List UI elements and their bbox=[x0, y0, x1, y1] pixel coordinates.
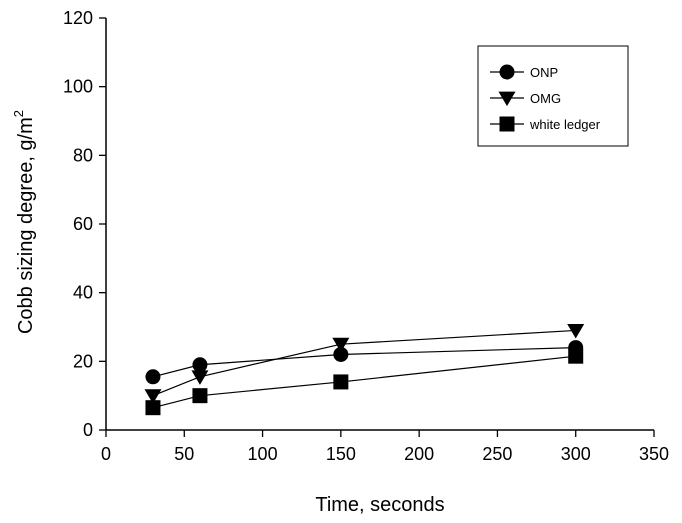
y-tick-label: 40 bbox=[73, 283, 93, 303]
legend-item-white-ledger: white ledger bbox=[490, 116, 601, 132]
x-axis-title: Time, seconds bbox=[315, 494, 444, 516]
x-tick-label: 100 bbox=[248, 444, 278, 464]
y-tick-label: 100 bbox=[63, 77, 93, 97]
data-point-white-ledger bbox=[568, 348, 584, 364]
data-point-onp bbox=[333, 346, 349, 362]
y-tick-label: 60 bbox=[73, 214, 93, 234]
x-tick-label: 200 bbox=[404, 444, 434, 464]
y-axis-title-main: Cobb sizing degree, g/m bbox=[15, 117, 37, 334]
y-axis-title: Cobb sizing degree, g/m2 bbox=[11, 110, 37, 334]
data-point-onp bbox=[192, 357, 208, 373]
legend-marker bbox=[499, 116, 515, 132]
data-point-white-ledger bbox=[145, 400, 161, 416]
series-line-omg bbox=[152, 329, 576, 397]
x-tick-label: 300 bbox=[561, 444, 591, 464]
y-tick-label: 120 bbox=[63, 8, 93, 28]
x-tick-label: 150 bbox=[326, 444, 356, 464]
legend-label: white ledger bbox=[529, 117, 601, 132]
data-point-onp bbox=[145, 369, 161, 385]
data-point-white-ledger bbox=[333, 374, 349, 390]
x-tick-label: 250 bbox=[482, 444, 512, 464]
y-tick-label: 20 bbox=[73, 351, 93, 371]
x-tick-label: 50 bbox=[174, 444, 194, 464]
data-point-omg bbox=[332, 337, 350, 353]
ticks: 0 50 100 150 200 250 300 350 0 20 40 60 80 100 120 bbox=[63, 8, 669, 464]
series-omg bbox=[144, 324, 585, 404]
legend: ONP OMG white ledger bbox=[477, 45, 629, 147]
data-point-omg bbox=[567, 324, 585, 339]
series-white-ledger bbox=[145, 348, 584, 416]
legend-label: OMG bbox=[530, 91, 561, 106]
y-tick-label: 80 bbox=[73, 145, 93, 165]
series-line-onp bbox=[152, 347, 576, 378]
x-tick-label: 350 bbox=[639, 444, 669, 464]
y-axis-title-superscript: 2 bbox=[11, 110, 26, 117]
data-point-white-ledger bbox=[192, 388, 208, 404]
legend-marker bbox=[499, 64, 515, 80]
data-point-omg bbox=[191, 370, 209, 385]
legend-item-onp: ONP bbox=[490, 64, 558, 80]
series-line-white-ledger bbox=[152, 355, 576, 409]
series-layer bbox=[144, 324, 585, 416]
legend-marker bbox=[498, 91, 516, 107]
x-tick-label: 0 bbox=[101, 444, 111, 464]
data-point-omg bbox=[144, 389, 162, 404]
y-tick-label: 0 bbox=[83, 420, 93, 440]
legend-item-omg: OMG bbox=[490, 91, 561, 107]
legend-label: ONP bbox=[530, 65, 558, 80]
